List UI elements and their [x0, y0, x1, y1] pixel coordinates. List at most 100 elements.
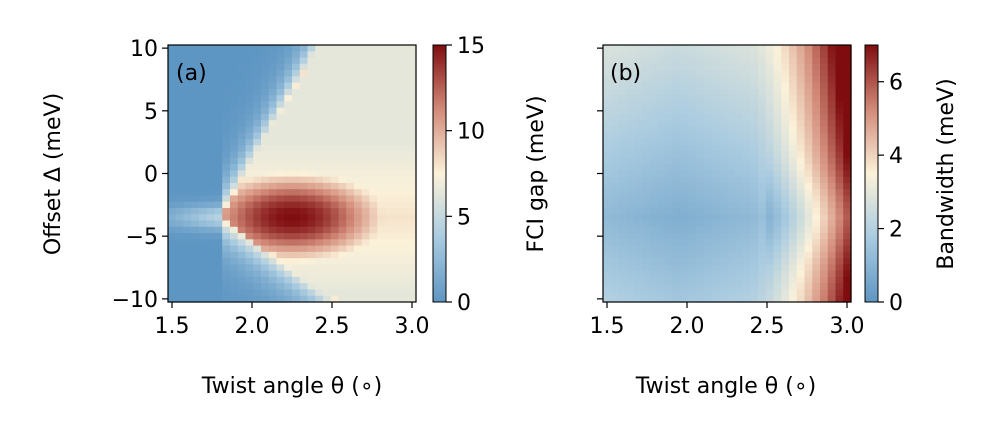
heatmap-cell: [253, 82, 262, 90]
heatmap-cell: [323, 51, 332, 59]
heatmap-cell: [618, 245, 627, 253]
heatmap-cell: [330, 120, 340, 128]
heatmap-cell: [214, 63, 223, 71]
heatmap-cell: [338, 189, 347, 197]
heatmap-cell: [261, 258, 270, 265]
heatmap-cell: [214, 120, 223, 128]
heatmap-cell: [261, 88, 270, 96]
heatmap-cell: [175, 258, 185, 265]
heatmap-cell: [696, 132, 705, 140]
heatmap-cell: [750, 245, 759, 253]
heatmap-cell: [688, 201, 697, 209]
heatmap-cell: [323, 113, 332, 121]
heatmap-cell: [773, 264, 782, 272]
heatmap-cell: [711, 214, 720, 222]
heatmap-cell: [750, 145, 759, 153]
heatmap-cell: [385, 132, 394, 140]
heatmap-cell: [742, 95, 751, 103]
heatmap-cell: [276, 258, 285, 265]
heatmap-cell: [820, 233, 829, 240]
heatmap-cell: [346, 245, 355, 253]
heatmap-cell: [199, 176, 208, 184]
heatmap-cell: [299, 70, 309, 77]
heatmap-cell: [183, 88, 192, 96]
heatmap-cell: [618, 264, 627, 272]
heatmap-cell: [750, 170, 759, 178]
heatmap-cell: [385, 82, 394, 90]
heatmap-cell: [796, 139, 806, 146]
heatmap-cell: [214, 157, 223, 165]
heatmap-cell: [641, 95, 651, 103]
heatmap-cell: [758, 276, 767, 284]
heatmap-cell: [812, 45, 821, 52]
heatmap-cell: [354, 295, 363, 303]
colorbar-label-b: Bandwidth (meV): [934, 78, 959, 269]
heatmap-cell: [750, 233, 759, 240]
heatmap-cell: [206, 95, 216, 103]
heatmap-cell: [804, 151, 813, 159]
heatmap-cell: [603, 164, 612, 171]
heatmap-cell: [338, 45, 347, 52]
heatmap-cell: [175, 201, 185, 209]
heatmap-cell: [183, 239, 192, 247]
heatmap-cell: [672, 139, 682, 146]
heatmap-cell: [618, 207, 627, 215]
heatmap-cell: [377, 220, 386, 228]
heatmap-cell: [703, 276, 713, 284]
heatmap-cell: [843, 214, 852, 222]
heatmap-cell: [727, 95, 736, 103]
heatmap-cell: [230, 289, 239, 297]
heatmap-cell: [346, 207, 355, 215]
heatmap-cell: [315, 182, 324, 190]
heatmap-cell: [214, 245, 223, 253]
heatmap-cell: [299, 164, 309, 171]
heatmap-cell: [385, 207, 394, 215]
heatmap-cell: [827, 101, 837, 109]
heatmap-cell: [703, 214, 713, 222]
heatmap-cell: [168, 151, 177, 159]
heatmap-cell: [206, 151, 216, 159]
heatmap-cell: [323, 120, 332, 128]
heatmap-cell: [222, 151, 231, 159]
heatmap-cell: [245, 258, 254, 265]
heatmap-cell: [843, 201, 852, 209]
heatmap-cell: [835, 258, 844, 265]
heatmap-cell: [696, 245, 705, 253]
heatmap-cell: [827, 70, 837, 77]
heatmap-cell: [245, 276, 254, 284]
heatmap-cell: [377, 182, 386, 190]
heatmap-cell: [361, 176, 371, 184]
heatmap-cell: [392, 88, 402, 96]
heatmap-cell: [191, 245, 200, 253]
heatmap-cell: [245, 251, 254, 259]
heatmap-cell: [796, 126, 806, 134]
heatmap-cell: [773, 139, 782, 146]
heatmap-cell: [369, 276, 378, 284]
heatmap-cell: [237, 120, 247, 128]
heatmap-cell: [369, 245, 378, 253]
heatmap-cell: [168, 182, 177, 190]
heatmap-cell: [330, 63, 340, 71]
heatmap-cell: [253, 233, 262, 240]
heatmap-cell: [392, 76, 402, 84]
heatmap-cell: [323, 151, 332, 159]
heatmap-cell: [168, 164, 177, 171]
heatmap-cell: [703, 289, 713, 297]
heatmap-cell: [245, 151, 254, 159]
heatmap-cell: [206, 132, 216, 140]
heatmap-cell: [245, 82, 254, 90]
heatmap-cell: [703, 201, 713, 209]
heatmap-cell: [323, 82, 332, 90]
heatmap-cell: [796, 189, 806, 197]
heatmap-cell: [168, 289, 177, 297]
heatmap-cell: [696, 220, 705, 228]
heatmap-cell: [261, 176, 270, 184]
heatmap-cell: [657, 182, 666, 190]
heatmap-cell: [734, 176, 744, 184]
heatmap-cell: [680, 182, 689, 190]
heatmap-cell: [276, 295, 285, 303]
heatmap-cell: [191, 113, 200, 121]
heatmap-cell: [812, 258, 821, 265]
heatmap-cell: [820, 157, 829, 165]
